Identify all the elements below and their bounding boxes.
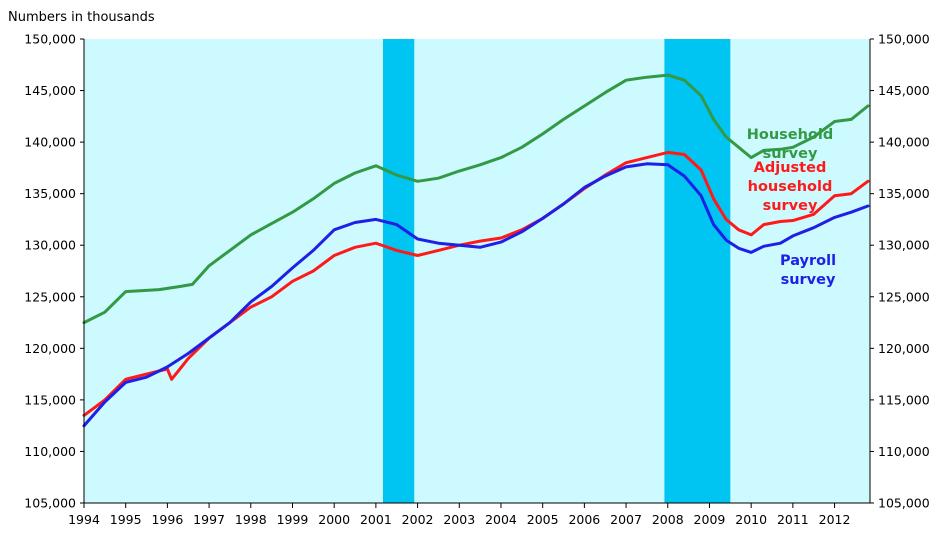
y-tick-label-left: 110,000 <box>24 444 76 459</box>
y-tick-label-right: 110,000 <box>878 444 930 459</box>
y-tick-label-right: 145,000 <box>878 83 930 98</box>
x-tick-label: 2005 <box>527 512 559 527</box>
x-tick-label: 2004 <box>485 512 517 527</box>
x-tick-label: 1996 <box>151 512 183 527</box>
y-tick-label-right: 150,000 <box>878 32 930 47</box>
series-line-0 <box>82 73 870 325</box>
recession-band <box>664 39 731 503</box>
x-tick-label: 2006 <box>568 512 600 527</box>
y-tick-label-right: 120,000 <box>878 341 930 356</box>
x-tick-label: 1994 <box>68 512 100 527</box>
series-line-2 <box>82 162 870 428</box>
x-tick-label: 2010 <box>735 512 767 527</box>
unit-label: Numbers in thousands <box>8 10 155 25</box>
x-tick-label: 1995 <box>110 512 142 527</box>
y-tick-labels: 150,000 150,000 145,000 145,000 140,000 140,0… <box>24 32 929 511</box>
x-tick-label: 2008 <box>652 512 684 527</box>
series-annotation: Household survey <box>747 127 834 162</box>
y-tick-label-right: 135,000 <box>878 186 930 201</box>
x-tick-label: 2002 <box>402 512 434 527</box>
x-tick-label: 2003 <box>443 512 475 527</box>
recession-band <box>382 39 415 503</box>
y-tick-label-left: 120,000 <box>24 341 76 356</box>
x-tick-label: 2001 <box>360 512 392 527</box>
x-tick-label: 2012 <box>819 512 851 527</box>
series-annotation: Payroll survey <box>780 253 836 288</box>
series-lines <box>82 73 870 428</box>
y-tick-label-right: 140,000 <box>878 135 930 150</box>
y-tick-label-right: 115,000 <box>878 392 930 407</box>
y-tick-label-right: 105,000 <box>878 496 930 511</box>
y-tick-label-left: 125,000 <box>24 289 76 304</box>
y-tick-label-left: 150,000 <box>24 32 76 47</box>
y-tick-label-left: 130,000 <box>24 238 76 253</box>
x-tick-label: 2009 <box>694 512 726 527</box>
y-tick-label-left: 105,000 <box>24 496 76 511</box>
series-line-1 <box>82 150 870 417</box>
y-tick-label-left: 145,000 <box>24 83 76 98</box>
x-tick-labels: 1994 1995 1996 1997 1998 1999 2000 2001 2002 2003… <box>68 503 850 527</box>
x-tick-label: 1998 <box>235 512 267 527</box>
y-tick-label-right: 125,000 <box>878 289 930 304</box>
y-tick-label-left: 135,000 <box>24 186 76 201</box>
x-tick-label: 1997 <box>193 512 225 527</box>
recession-bands <box>382 39 731 503</box>
y-tick-label-left: 115,000 <box>24 392 76 407</box>
plot-area <box>84 39 870 503</box>
x-tick-label: 2007 <box>610 512 642 527</box>
x-tick-label: 2000 <box>318 512 350 527</box>
series-annotation: Adjusted household survey <box>748 160 833 214</box>
y-tick-label-left: 140,000 <box>24 135 76 150</box>
x-tick-label: 1999 <box>277 512 309 527</box>
y-tick-label-right: 130,000 <box>878 238 930 253</box>
x-tick-label: 2011 <box>777 512 809 527</box>
